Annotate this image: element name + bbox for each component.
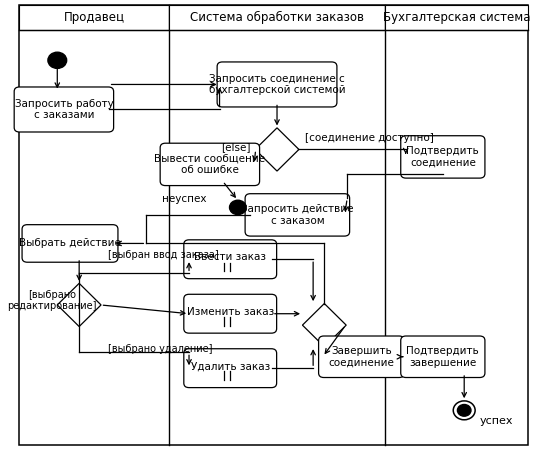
Text: [выбран ввод заказа]: [выбран ввод заказа] bbox=[108, 250, 219, 260]
Text: [выбрано
редактирование]: [выбрано редактирование] bbox=[8, 290, 97, 311]
Circle shape bbox=[48, 52, 66, 68]
Text: [соединение доступно]: [соединение доступно] bbox=[305, 133, 434, 143]
Text: Выбрать действие: Выбрать действие bbox=[19, 238, 121, 248]
Circle shape bbox=[229, 200, 246, 215]
Polygon shape bbox=[57, 284, 101, 327]
Text: неуспех: неуспех bbox=[162, 194, 207, 204]
Text: Удалить заказ: Удалить заказ bbox=[191, 361, 270, 371]
FancyBboxPatch shape bbox=[401, 136, 485, 178]
Text: Запросить работу
с заказами: Запросить работу с заказами bbox=[15, 99, 113, 120]
FancyBboxPatch shape bbox=[160, 143, 259, 185]
Circle shape bbox=[457, 405, 471, 416]
FancyBboxPatch shape bbox=[22, 225, 118, 262]
Text: Запросить соединение с
бухгалтерской системой: Запросить соединение с бухгалтерской сис… bbox=[209, 74, 346, 95]
Text: Изменить заказ: Изменить заказ bbox=[186, 307, 274, 317]
Text: Продавец: Продавец bbox=[64, 11, 125, 24]
Circle shape bbox=[453, 401, 475, 420]
Text: Вывести сообщение
об ошибке: Вывести сообщение об ошибке bbox=[154, 153, 265, 175]
FancyBboxPatch shape bbox=[184, 294, 277, 333]
Polygon shape bbox=[255, 128, 299, 171]
Polygon shape bbox=[302, 304, 346, 347]
Text: Завершить
соединение: Завершить соединение bbox=[329, 346, 395, 368]
Text: Подтвердить
соединение: Подтвердить соединение bbox=[407, 146, 479, 168]
FancyBboxPatch shape bbox=[184, 349, 277, 387]
Bar bbox=[19, 5, 169, 30]
FancyBboxPatch shape bbox=[319, 336, 404, 378]
Text: [выбрано удаление]: [выбрано удаление] bbox=[108, 344, 213, 354]
Bar bbox=[385, 5, 528, 30]
Text: [else]: [else] bbox=[221, 142, 251, 152]
Text: Бухгалтерская система: Бухгалтерская система bbox=[383, 11, 530, 24]
FancyBboxPatch shape bbox=[184, 240, 277, 279]
FancyBboxPatch shape bbox=[245, 194, 350, 236]
Text: Подтвердить
завершение: Подтвердить завершение bbox=[407, 346, 479, 368]
FancyBboxPatch shape bbox=[217, 62, 337, 107]
Text: Запросить действие
с заказом: Запросить действие с заказом bbox=[241, 204, 354, 226]
Bar bbox=[169, 5, 385, 30]
Text: Ввести заказ: Ввести заказ bbox=[194, 252, 266, 262]
Text: успех: успех bbox=[480, 416, 513, 426]
Text: Система обработки заказов: Система обработки заказов bbox=[190, 11, 364, 24]
FancyBboxPatch shape bbox=[14, 87, 113, 132]
FancyBboxPatch shape bbox=[401, 336, 485, 378]
